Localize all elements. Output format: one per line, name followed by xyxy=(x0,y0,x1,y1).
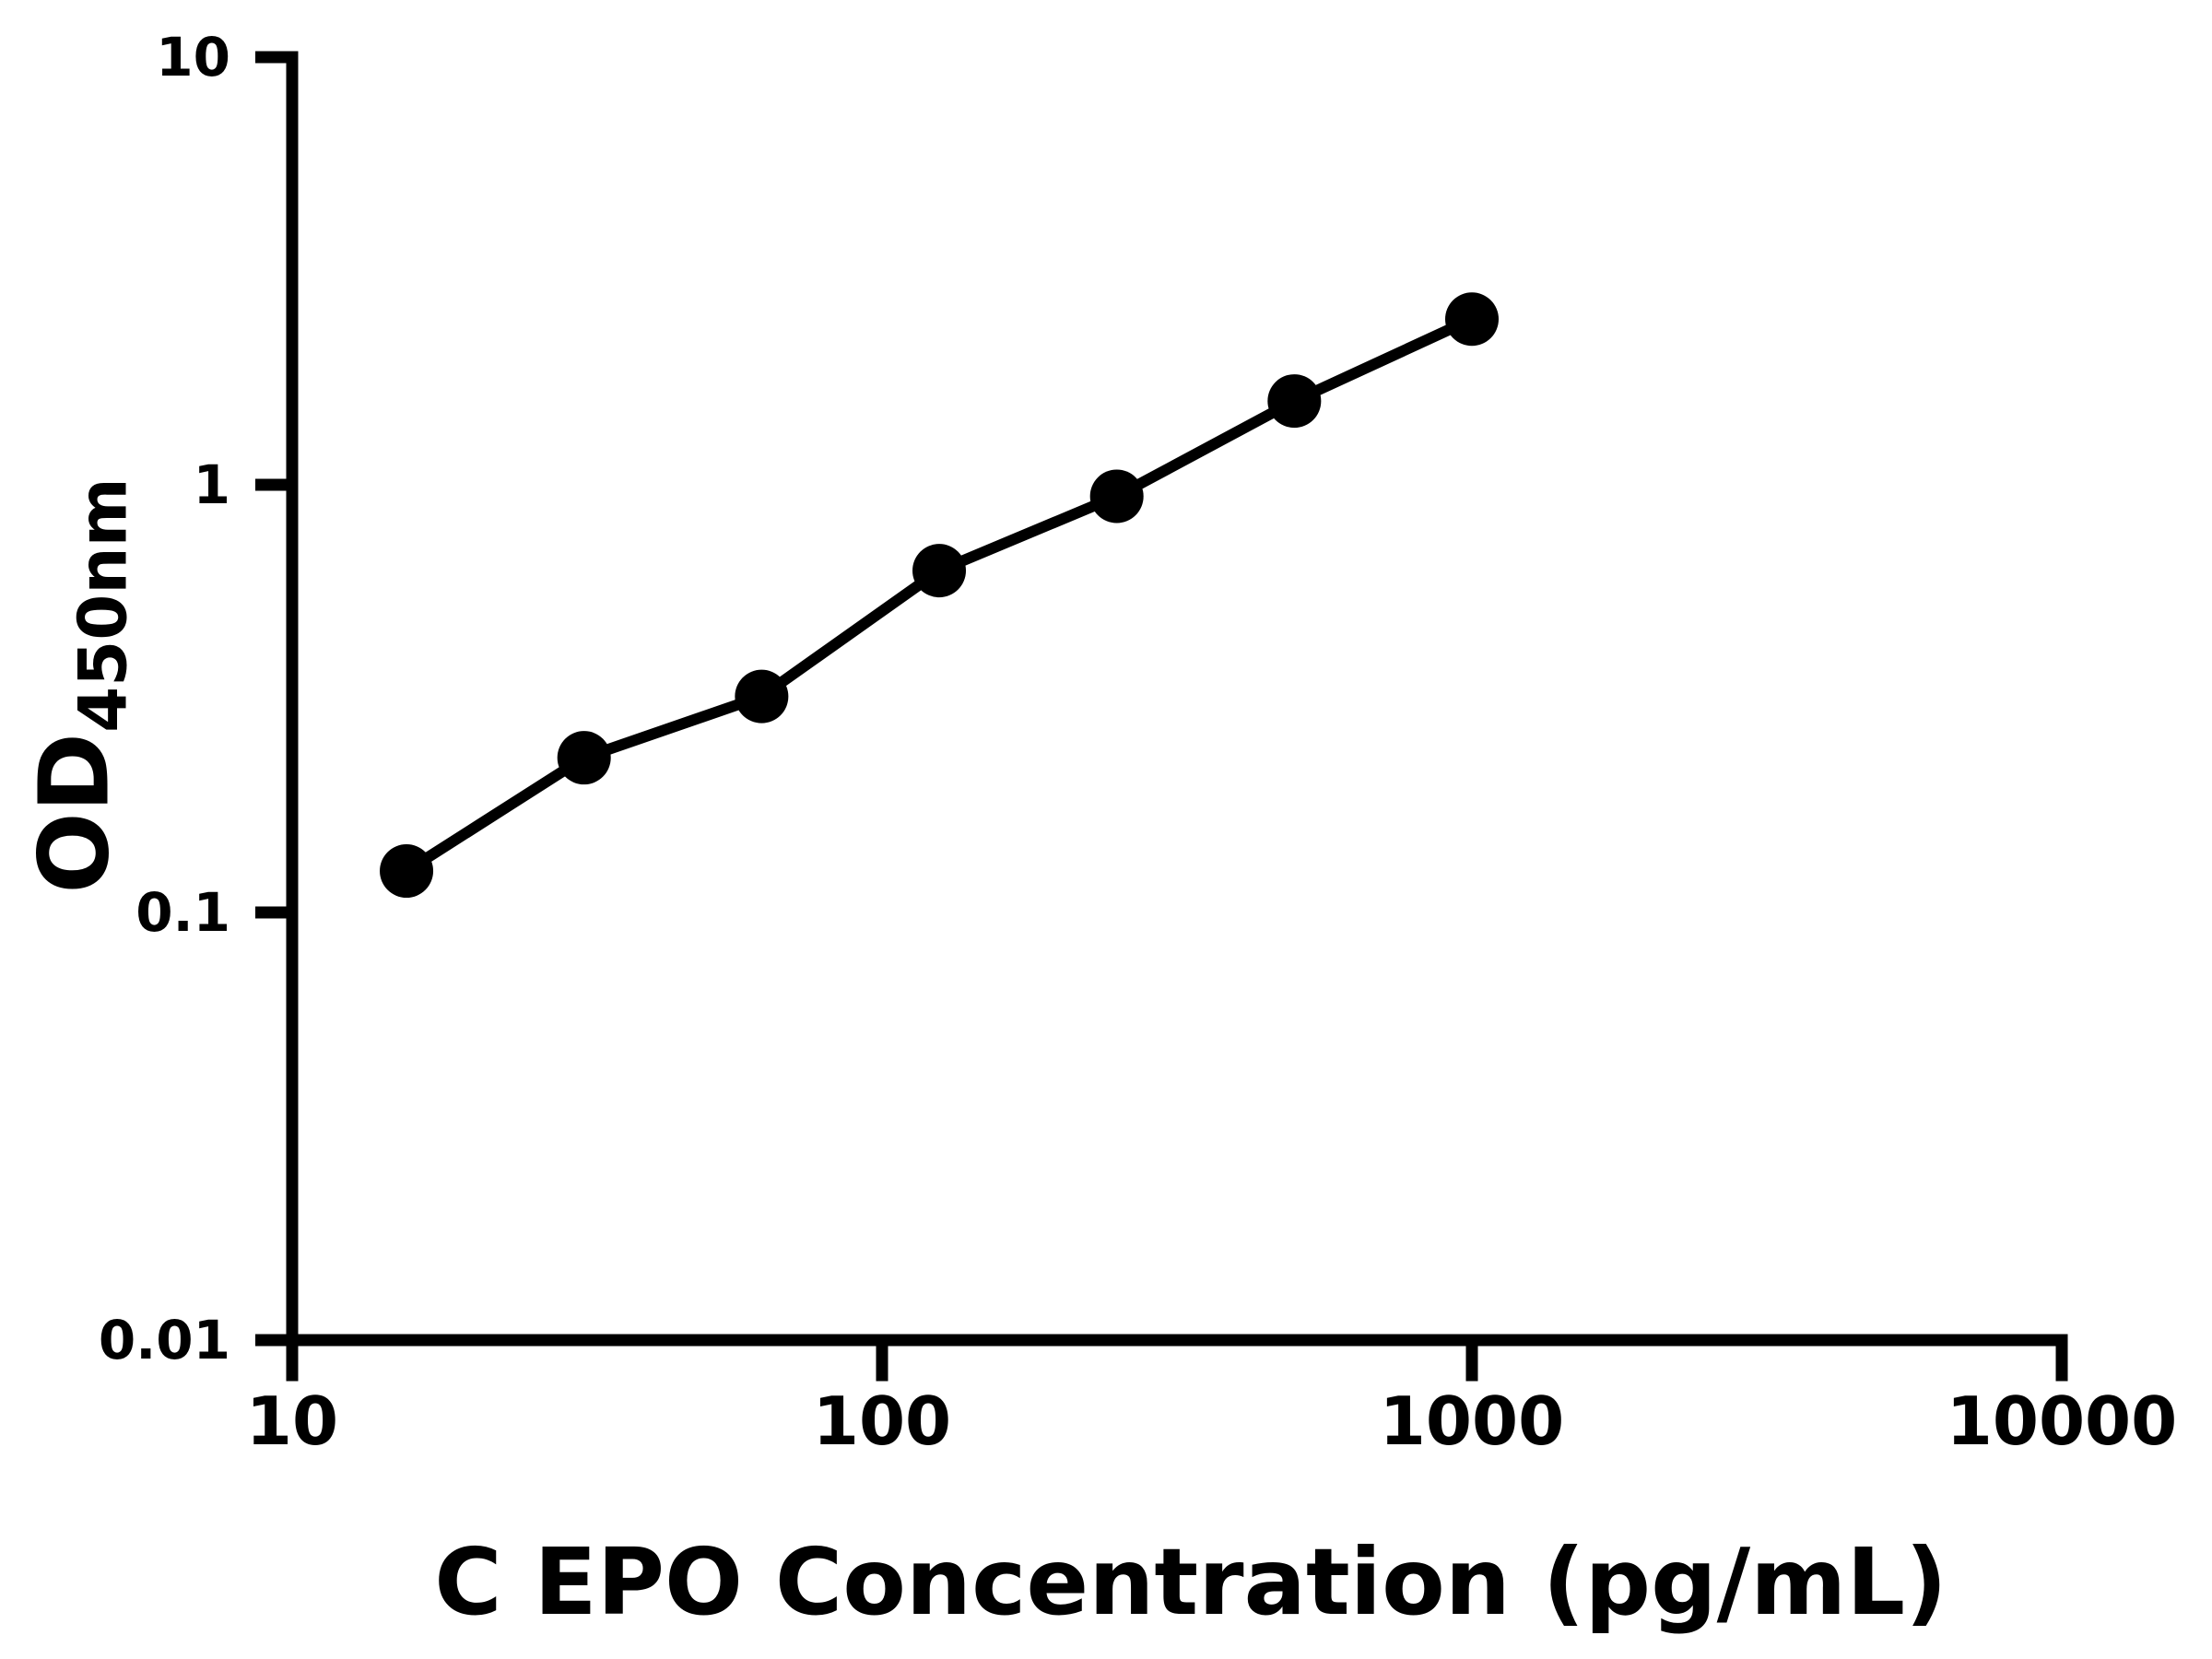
axes xyxy=(286,51,2068,1347)
x-tick-label: 1000 xyxy=(1380,1382,1564,1460)
y-tick-label: 10 xyxy=(156,26,230,88)
y-tick-label: 0.1 xyxy=(135,881,230,944)
axis-ticks xyxy=(255,51,2068,1382)
x-tick-label: 10000 xyxy=(1947,1382,2178,1460)
y-axis-title-main: OD xyxy=(18,732,131,894)
data-point-marker xyxy=(1267,374,1322,429)
data-series xyxy=(380,292,1499,899)
data-point-marker xyxy=(1089,469,1144,524)
data-point-marker xyxy=(380,844,434,899)
data-point-marker xyxy=(1445,292,1499,347)
data-point-marker xyxy=(912,544,967,598)
x-tick-label: 100 xyxy=(813,1382,951,1460)
y-axis-title: OD450nm xyxy=(18,477,142,893)
y-tick-label: 0.01 xyxy=(99,1309,230,1371)
y-tick-label: 1 xyxy=(194,453,230,516)
data-point-marker xyxy=(557,731,611,785)
data-point-marker xyxy=(735,669,789,724)
axis-tick-labels: 0.01 0.1 1 10 10 100 1000 10000 xyxy=(99,26,2177,1460)
y-axis-title-subscript: 450nm xyxy=(64,477,142,733)
x-axis-title: C EPO Concentration (pg/mL) xyxy=(434,1528,1947,1636)
x-tick-label: 10 xyxy=(246,1382,338,1460)
